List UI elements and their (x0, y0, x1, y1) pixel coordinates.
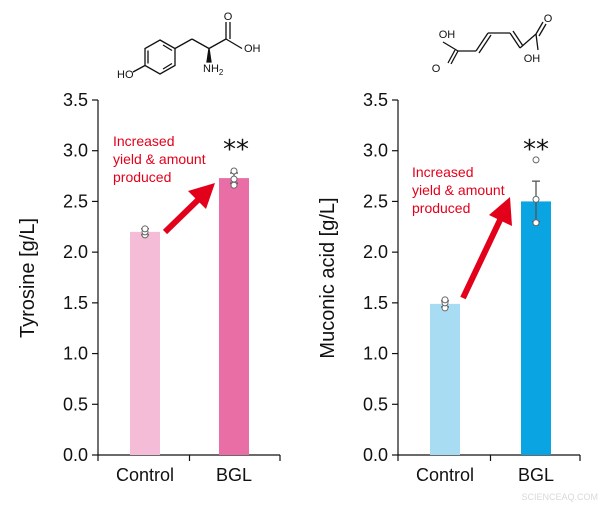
muconic-acid-replicate-point (532, 195, 540, 203)
muconic-acid-y-tick-label: 0.0 (363, 445, 388, 465)
muconic-oh-label-left: OH (439, 29, 456, 41)
tyrosine-replicate-point (230, 181, 238, 189)
tyrosine-annotation-line-3: produced (113, 169, 171, 185)
muconic-acid-y-tick-label: 2.0 (363, 242, 388, 262)
tyrosine-o-label: O (224, 11, 233, 23)
tyrosine-replicate-point (230, 167, 238, 175)
tyrosine-y-axis-title: Tyrosine [g/L] (17, 218, 39, 338)
muconic-acid-x-label-bgl: BGL (518, 465, 554, 485)
muconic-acid-replicate-point (532, 219, 540, 227)
tyrosine-nh2-label: NH2 (203, 63, 224, 77)
tyrosine-replicate-point (230, 175, 238, 183)
muconic-annotation-line-1: Increased (412, 164, 473, 180)
muconic-acid-annotation: Increased yield & amount produced (412, 164, 509, 216)
muconic-acid-panel: OH O O OH 0.0 0.5 1.0 1.5 2.0 2.5 3.0 3.5 Contro… (317, 13, 581, 485)
muconic-acid-x-label-control: Control (416, 465, 474, 485)
muconic-acid-axes: 0.0 0.5 1.0 1.5 2.0 2.5 3.0 3.5 Control BGL (363, 90, 581, 485)
muconic-oh-label-right: OH (524, 53, 541, 65)
tyrosine-x-label-control: Control (116, 465, 174, 485)
tyrosine-significance: ** (223, 135, 249, 165)
tyrosine-y-tick-label: 2.5 (63, 191, 88, 211)
tyrosine-increase-arrow (162, 183, 215, 235)
watermark: SCIENCEAQ.COM (521, 492, 598, 502)
tyrosine-annotation-line-1: Increased (113, 133, 174, 149)
muconic-acid-replicate-point (532, 156, 540, 164)
muconic-acid-y-tick-label: 1.5 (363, 293, 388, 313)
muconic-acid-replicate-point (441, 296, 449, 304)
muconic-acid-structure (442, 21, 547, 65)
tyrosine-axes: 0.0 0.5 1.0 1.5 2.0 2.5 3.0 3.5 Control BGL (63, 90, 281, 485)
tyrosine-annotation-line-2: yield & amount (113, 151, 206, 167)
muconic-acid-y-tick-label: 3.5 (363, 90, 388, 110)
tyrosine-y-tick-label: 1.0 (63, 344, 88, 364)
muconic-o-label-left: O (432, 63, 441, 75)
muconic-annotation-line-2: yield & amount (412, 182, 505, 198)
tyrosine-bar-control (130, 231, 160, 455)
tyrosine-replicate-point (141, 225, 149, 233)
muconic-acid-significance: ** (523, 135, 549, 165)
tyrosine-y-tick-label: 3.5 (63, 90, 88, 110)
tyrosine-y-tick-label: 0.0 (63, 445, 88, 465)
tyrosine-panel: O OH NH2 HO 0.0 0.5 1.0 1.5 2.0 2.5 3.0 3.5 Cont… (17, 11, 281, 485)
tyrosine-y-tick-label: 3.0 (63, 141, 88, 161)
muconic-acid-y-tick-label: 3.0 (363, 141, 388, 161)
tyrosine-oh-label: OH (244, 43, 261, 55)
muconic-acid-y-axis-title: Muconic acid [g/L] (317, 197, 339, 358)
muconic-acid-y-tick-label: 0.5 (363, 394, 388, 414)
muconic-annotation-line-3: produced (412, 200, 470, 216)
tyrosine-y-tick-label: 0.5 (63, 394, 88, 414)
muconic-acid-bar-control (430, 303, 460, 455)
tyrosine-annotation: Increased yield & amount produced (113, 133, 210, 185)
muconic-acid-increase-arrow (460, 197, 512, 300)
tyrosine-y-tick-label: 1.5 (63, 293, 88, 313)
muconic-acid-bars (430, 156, 551, 455)
tyrosine-x-label-bgl: BGL (216, 465, 252, 485)
muconic-acid-bar-bgl (521, 201, 551, 455)
tyrosine-y-tick-label: 2.0 (63, 242, 88, 262)
muconic-o-label-right: O (544, 13, 553, 25)
tyrosine-bar-bgl (219, 178, 249, 455)
tyrosine-structure (132, 22, 243, 75)
tyrosine-ho-label: HO (117, 69, 134, 81)
muconic-acid-y-tick-label: 1.0 (363, 344, 388, 364)
muconic-acid-y-tick-label: 2.5 (363, 191, 388, 211)
tyrosine-bars (130, 167, 249, 455)
